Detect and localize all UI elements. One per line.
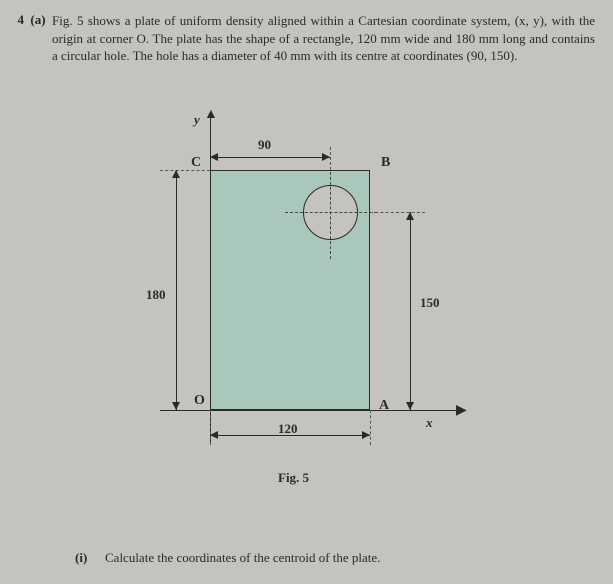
dash-120-r <box>370 410 371 445</box>
dash-120-l <box>210 410 211 445</box>
dim-top-right-arrow-icon <box>322 153 330 161</box>
dim-top-label: 90 <box>258 137 271 153</box>
question-number: 4 <box>6 12 24 65</box>
question-part: (a) <box>24 12 52 65</box>
dim-bottom-label: 120 <box>278 421 298 437</box>
figure-5: ▲ ▶ 90 180 150 120 C B O A y x Fig. 5 <box>130 115 490 485</box>
dash-90-top <box>330 147 331 170</box>
dim-top-line <box>210 157 330 158</box>
hole-crosshair-v <box>330 167 331 259</box>
sub-question-i: (i) Calculate the coordinates of the cen… <box>75 550 380 566</box>
y-axis-label: y <box>194 112 200 128</box>
corner-o: O <box>194 393 205 409</box>
dim-right-bottom-arrow-icon <box>406 402 414 410</box>
corner-b: B <box>381 155 390 171</box>
dim-left-top-arrow-icon <box>172 170 180 178</box>
dash-right-b <box>370 212 425 213</box>
x-axis-label: x <box>426 415 433 431</box>
hole-crosshair-h <box>285 212 377 213</box>
dim-left-line <box>176 170 177 410</box>
x-axis <box>160 410 460 411</box>
dim-right-top-arrow-icon <box>406 212 414 220</box>
dash-top <box>160 170 210 171</box>
sub-question-text: Calculate the coordinates of the centroi… <box>105 550 380 566</box>
dim-left-bottom-arrow-icon <box>172 402 180 410</box>
x-arrowhead-icon: ▶ <box>456 402 467 419</box>
y-arrowhead-icon: ▲ <box>204 107 218 123</box>
corner-a: A <box>379 398 389 414</box>
corner-c: C <box>191 155 201 171</box>
figure-caption: Fig. 5 <box>278 470 309 486</box>
question-header: 4 (a) Fig. 5 shows a plate of uniform de… <box>0 0 613 65</box>
sub-question-label: (i) <box>75 550 105 566</box>
dim-left-label: 180 <box>146 287 166 303</box>
dim-right-label: 150 <box>420 295 440 311</box>
question-text: Fig. 5 shows a plate of uniform density … <box>52 12 595 65</box>
dim-bottom-left-arrow-icon <box>210 431 218 439</box>
dim-right-line <box>410 212 411 410</box>
dim-bottom-right-arrow-icon <box>362 431 370 439</box>
dim-top-left-arrow-icon <box>210 153 218 161</box>
